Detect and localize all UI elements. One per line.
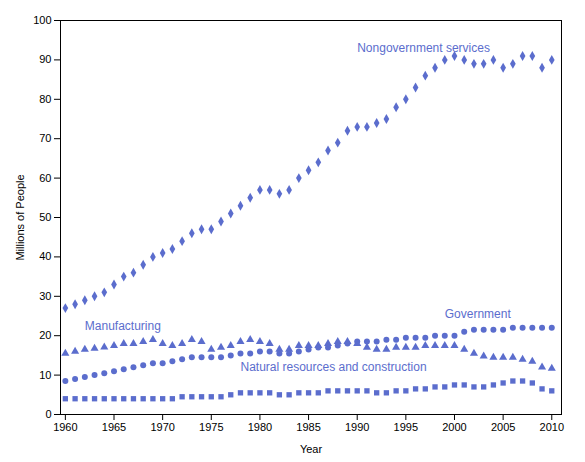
svg-text:1960: 1960 [53, 421, 77, 433]
svg-text:60: 60 [39, 172, 51, 184]
svg-text:1995: 1995 [394, 421, 418, 433]
svg-text:Nongovernment services: Nongovernment services [357, 41, 490, 55]
svg-text:1975: 1975 [199, 421, 223, 433]
svg-text:1985: 1985 [296, 421, 320, 433]
svg-text:2005: 2005 [491, 421, 515, 433]
svg-text:20: 20 [39, 329, 51, 341]
svg-text:70: 70 [39, 132, 51, 144]
svg-text:Government: Government [445, 307, 512, 321]
svg-text:50: 50 [39, 211, 51, 223]
svg-text:1970: 1970 [150, 421, 174, 433]
svg-text:1965: 1965 [102, 421, 126, 433]
svg-text:90: 90 [39, 53, 51, 65]
svg-text:Manufacturing: Manufacturing [85, 319, 161, 333]
svg-text:Natural resources and construc: Natural resources and construction [240, 360, 426, 374]
svg-text:2010: 2010 [540, 421, 564, 433]
svg-text:40: 40 [39, 250, 51, 262]
svg-text:30: 30 [39, 290, 51, 302]
svg-text:10: 10 [39, 369, 51, 381]
svg-text:1980: 1980 [248, 421, 272, 433]
svg-text:100: 100 [33, 14, 51, 26]
svg-text:Millions of People: Millions of People [14, 174, 26, 260]
svg-text:80: 80 [39, 93, 51, 105]
svg-text:Year: Year [300, 443, 323, 455]
svg-text:1990: 1990 [345, 421, 369, 433]
svg-text:2000: 2000 [442, 421, 466, 433]
svg-text:0: 0 [45, 408, 51, 420]
